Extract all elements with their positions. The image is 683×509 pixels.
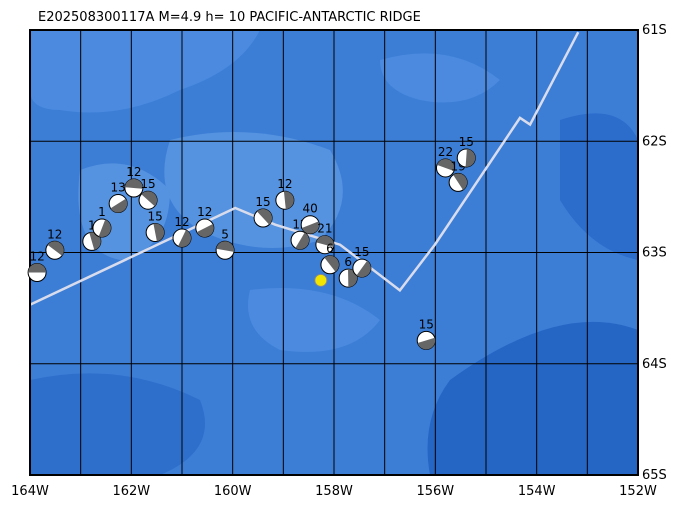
event [416,330,436,350]
event [45,240,65,260]
event [290,230,310,250]
x-tick-label: 158W [315,484,353,499]
x-tick-label: 162W [112,484,150,499]
beachball-quadrant [283,191,294,210]
event-depth-label: 6 [344,255,352,269]
ridge-line [29,31,580,306]
event [315,235,335,255]
y-tick-label: 62S [642,134,667,149]
x-tick-label: 164W [11,484,49,499]
x-tick-label: 152W [619,484,657,499]
event-depth-label: 6 [326,242,334,256]
event [215,240,235,260]
y-tick-label: 61S [642,23,667,38]
event [456,148,476,168]
x-tick-label: 154W [518,484,556,499]
beachball-quadrant [301,221,320,234]
beachball-quadrant [324,255,339,272]
event [145,222,165,242]
beachball-quadrant [89,232,101,251]
event [435,158,455,178]
event-depth-label: 12 [126,165,141,179]
event-depth-label: 1 [98,205,106,219]
x-tick-label: 156W [416,484,454,499]
event [195,218,215,238]
event-depth-label: 15 [419,317,434,331]
event-depth-label: 13 [111,181,126,195]
event-depth-label: 12 [277,177,292,191]
beachball-quadrant [417,337,436,350]
event-depth-label: 15 [354,245,369,259]
event [82,231,102,251]
beachball-quadrant [465,148,476,167]
beachball-quadrant [316,235,334,248]
beachball-quadrant [98,219,111,238]
beachball-quadrant [124,178,143,189]
x-tick-label: 160W [214,484,252,499]
beachball-quadrant [153,223,165,242]
beachball-quadrant [256,209,273,225]
event-depth-label: 1 [88,218,96,232]
beachball-quadrant [216,241,235,252]
event [108,194,128,214]
event-depth-label: 12 [174,215,189,229]
beachball-quadrant [453,173,468,190]
event [124,178,144,198]
event-depth-label: 22 [438,145,453,159]
beachball-quadrant [28,263,47,273]
beachball-quadrant [141,191,158,207]
frame [29,29,639,476]
event-depth-label: 15 [148,209,163,223]
event-depth-label: 40 [303,202,318,216]
event-depth-label: 5 [221,227,229,241]
event-depth-label: 21 [317,222,332,236]
beachball-quadrant [356,260,371,278]
event [172,228,192,248]
y-tick-label: 63S [642,246,667,261]
beachball-quadrant [110,198,128,213]
event-depth-label: 12 [47,227,62,241]
event [275,190,295,210]
event [92,218,112,238]
event-depth-label: 15 [459,135,474,149]
event-depth-label: 15 [255,195,270,209]
main-event [314,273,328,287]
event [320,255,340,275]
event-depth-label: 12 [29,250,44,264]
beachball-quadrant [196,223,214,238]
y-tick-label: 64S [642,357,667,372]
event [352,258,372,278]
event [27,263,47,283]
beachball-quadrant [295,232,310,250]
beachball-quadrant [437,158,455,172]
event [448,172,468,192]
map-title: E202508300117A M=4.9 h= 10 PACIFIC-ANTAR… [38,10,421,25]
beachball-quadrant [178,229,192,248]
y-tick-label: 65S [642,468,667,483]
beachball-quadrant [47,241,64,256]
event [138,190,158,210]
event-depth-label: 15 [140,177,155,191]
event-depth-label: 12 [197,205,212,219]
event [253,208,273,228]
event [300,215,320,235]
